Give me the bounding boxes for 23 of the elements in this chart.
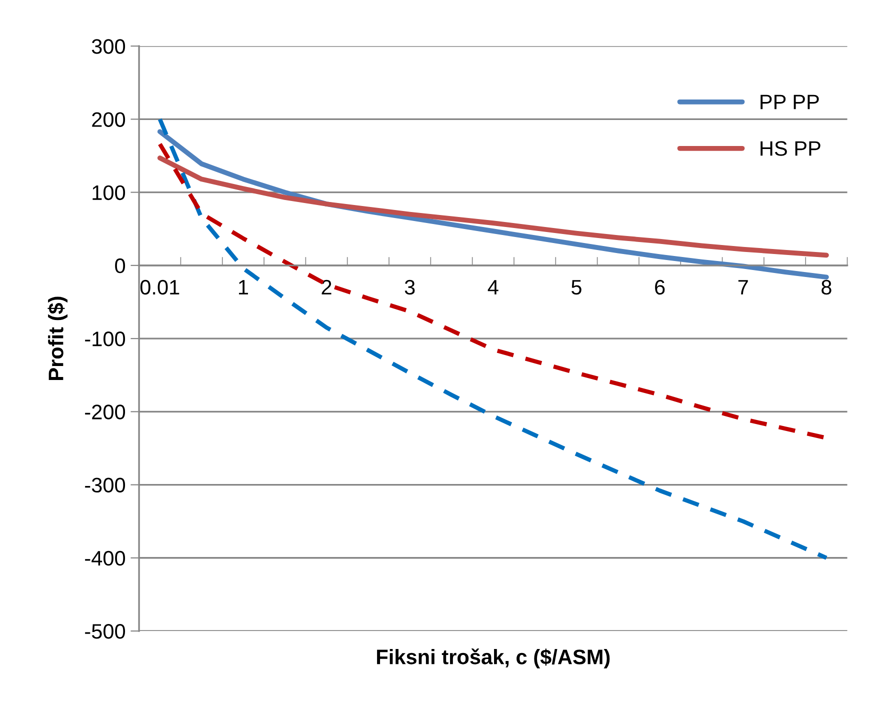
y-tick-label: 100 [92, 185, 126, 200]
legend-label: PP PP [760, 94, 819, 110]
x-tick-label: 3 [404, 280, 415, 295]
x-tick-label: 8 [822, 280, 832, 295]
y-tick-label: 200 [92, 112, 126, 127]
legend-label: HS PP [760, 141, 820, 156]
line-series [157, 156, 829, 258]
y-tick-label: 0 [115, 258, 126, 274]
x-tick-label: 5 [572, 280, 582, 295]
x-tick-label: 0.01 [140, 280, 180, 295]
x-axis-title: Fiksni trošak, c ($/ASM) [377, 648, 610, 668]
x-tick-label: 4 [488, 280, 498, 294]
y-tick-label: 300 [92, 39, 126, 54]
x-tick-label: 7 [738, 280, 748, 294]
y-tick-label: -100 [85, 332, 126, 346]
y-tick-label: -400 [85, 550, 126, 566]
y-axis-title: Profit ($) [48, 296, 68, 380]
x-tick-label: 6 [655, 280, 665, 295]
y-tick-label: -500 [85, 624, 126, 639]
x-tick-label: 1 [238, 280, 248, 294]
y-tick-label: -300 [85, 478, 126, 493]
y-tick-label: -200 [85, 404, 126, 420]
x-tick-label: 2 [322, 280, 332, 294]
